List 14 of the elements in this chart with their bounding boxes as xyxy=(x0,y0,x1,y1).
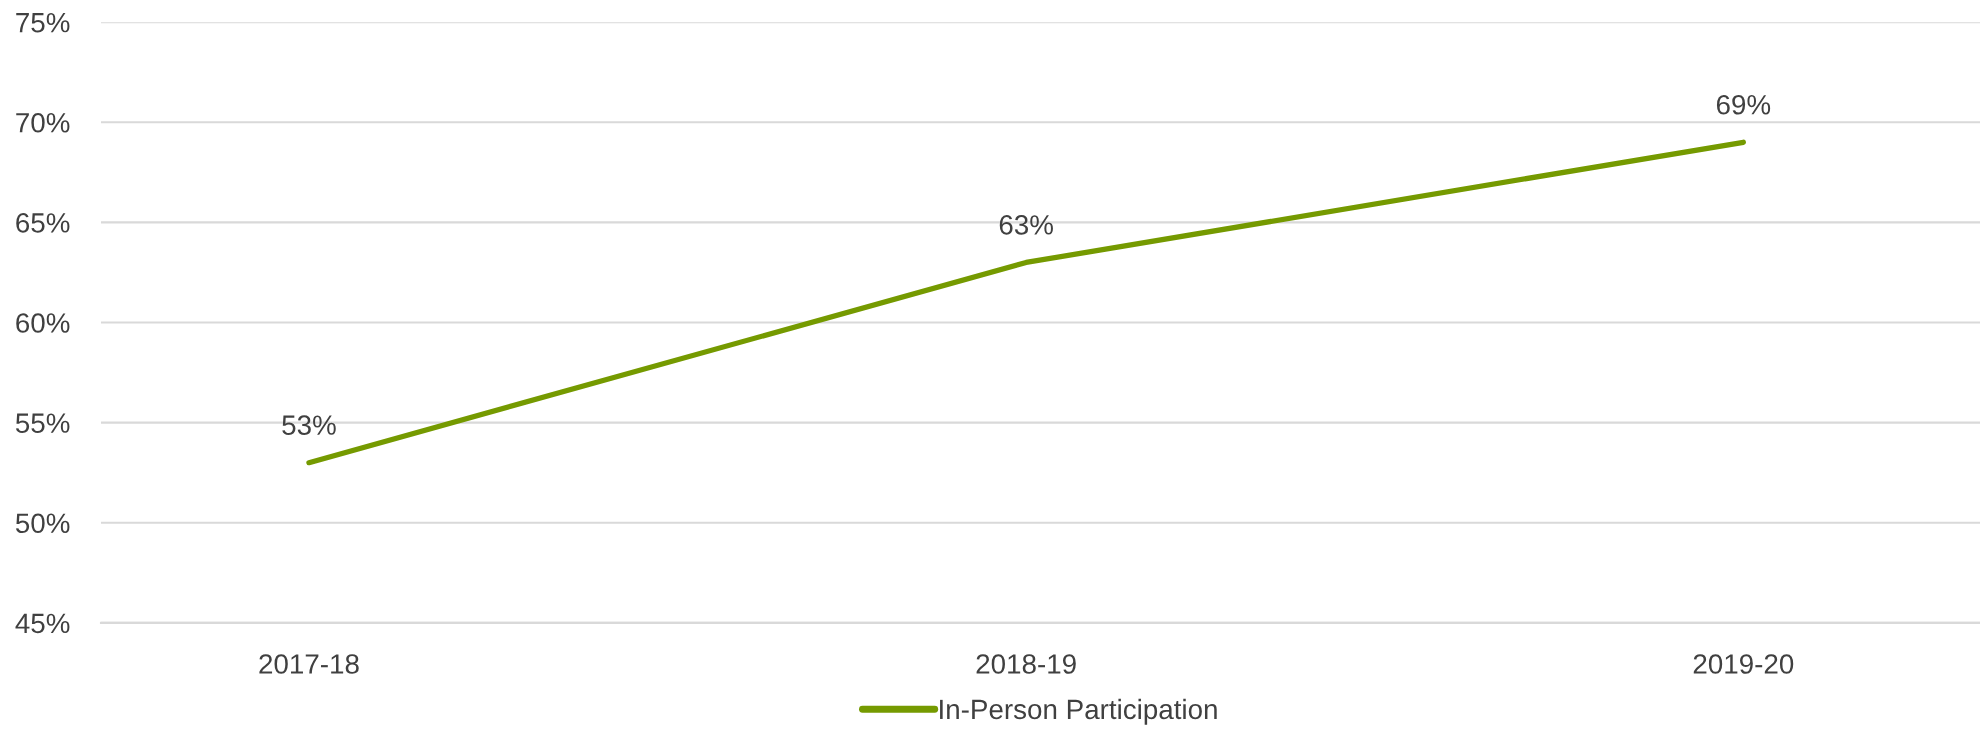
legend-label: In-Person Participation xyxy=(940,698,1217,725)
x-tick-label: 2018-19 xyxy=(976,654,1076,674)
y-tick-label: 65% xyxy=(16,213,70,233)
y-tick-label: 70% xyxy=(16,112,70,133)
y-tick-label: 55% xyxy=(15,413,70,433)
x-tick-label: 2019-20 xyxy=(1693,654,1794,674)
y-tick-label: 45% xyxy=(15,613,70,634)
data-label: 63% xyxy=(999,215,1053,235)
y-tick-label: 60% xyxy=(16,313,70,333)
data-label: 53% xyxy=(282,415,336,435)
x-tick-label: 2017-18 xyxy=(259,654,359,674)
data-label: 69% xyxy=(1716,94,1771,115)
y-tick-label: 75% xyxy=(16,12,70,33)
y-tick-label: 50% xyxy=(15,513,70,534)
